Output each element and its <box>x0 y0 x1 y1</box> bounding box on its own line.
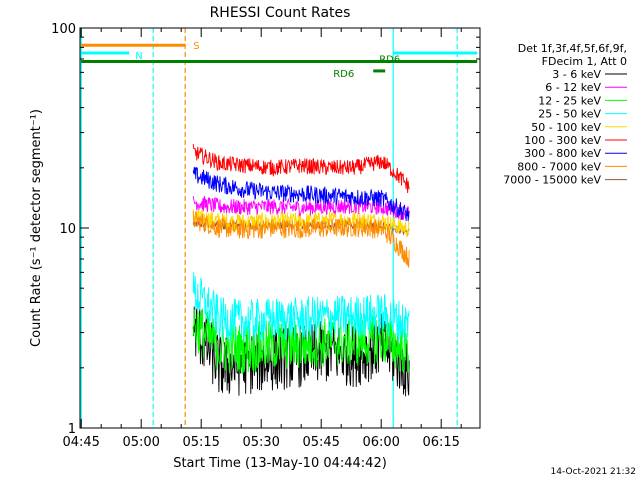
legend-entry-label: 25 - 50 keV <box>538 108 601 121</box>
legend-entry-label: 6 - 12 keV <box>545 81 601 94</box>
series-line-800-7000keV <box>192 211 410 268</box>
x-tick-label: 05:30 <box>242 435 279 450</box>
legend-entry-label: 100 - 300 keV <box>524 134 601 147</box>
legend-entry-label: 50 - 100 keV <box>531 121 601 134</box>
x-tick-label: 06:15 <box>422 435 459 450</box>
series-line-300-800keV <box>192 166 410 222</box>
legend-entry-label: 7000 - 15000 keV <box>503 174 601 187</box>
timestamp: 14-Oct-2021 21:32 <box>551 467 636 477</box>
y-tick-label: 100 <box>51 22 76 37</box>
x-tick-label: 04:45 <box>62 435 99 450</box>
y-tick-label: 1 <box>68 422 76 437</box>
x-axis-label: Start Time (13-May-10 04:44:42) <box>173 456 387 471</box>
legend-entry-label: 12 - 25 keV <box>538 94 601 107</box>
legend-entry-label: 3 - 6 keV <box>552 68 601 81</box>
series-line-100-300keV <box>192 143 410 194</box>
legend-entry-label: 300 - 800 keV <box>524 147 601 160</box>
state-bar-label: N <box>135 51 142 62</box>
chart-title: RHESSI Count Rates <box>210 5 351 21</box>
state-bar-label: S <box>193 41 199 52</box>
y-axis-label: Count Rate (s⁻¹ detector segment⁻¹) <box>29 109 44 347</box>
state-bar-label: RD6 <box>333 69 354 80</box>
x-tick-label: 05:00 <box>122 435 159 450</box>
legend-entry-label: 800 - 7000 keV <box>517 160 601 173</box>
legend-header: Det 1f,3f,4f,5f,6f,9f, <box>518 42 627 55</box>
y-tick-label: 10 <box>59 222 76 237</box>
legend-header: FDecim 1, Att 0 <box>542 55 627 68</box>
x-tick-label: 05:15 <box>182 435 219 450</box>
x-tick-label: 06:00 <box>362 435 399 450</box>
x-tick-label: 05:45 <box>302 435 339 450</box>
series-line-25-50keV <box>192 272 410 344</box>
state-bar-label: RD6 <box>379 54 400 65</box>
